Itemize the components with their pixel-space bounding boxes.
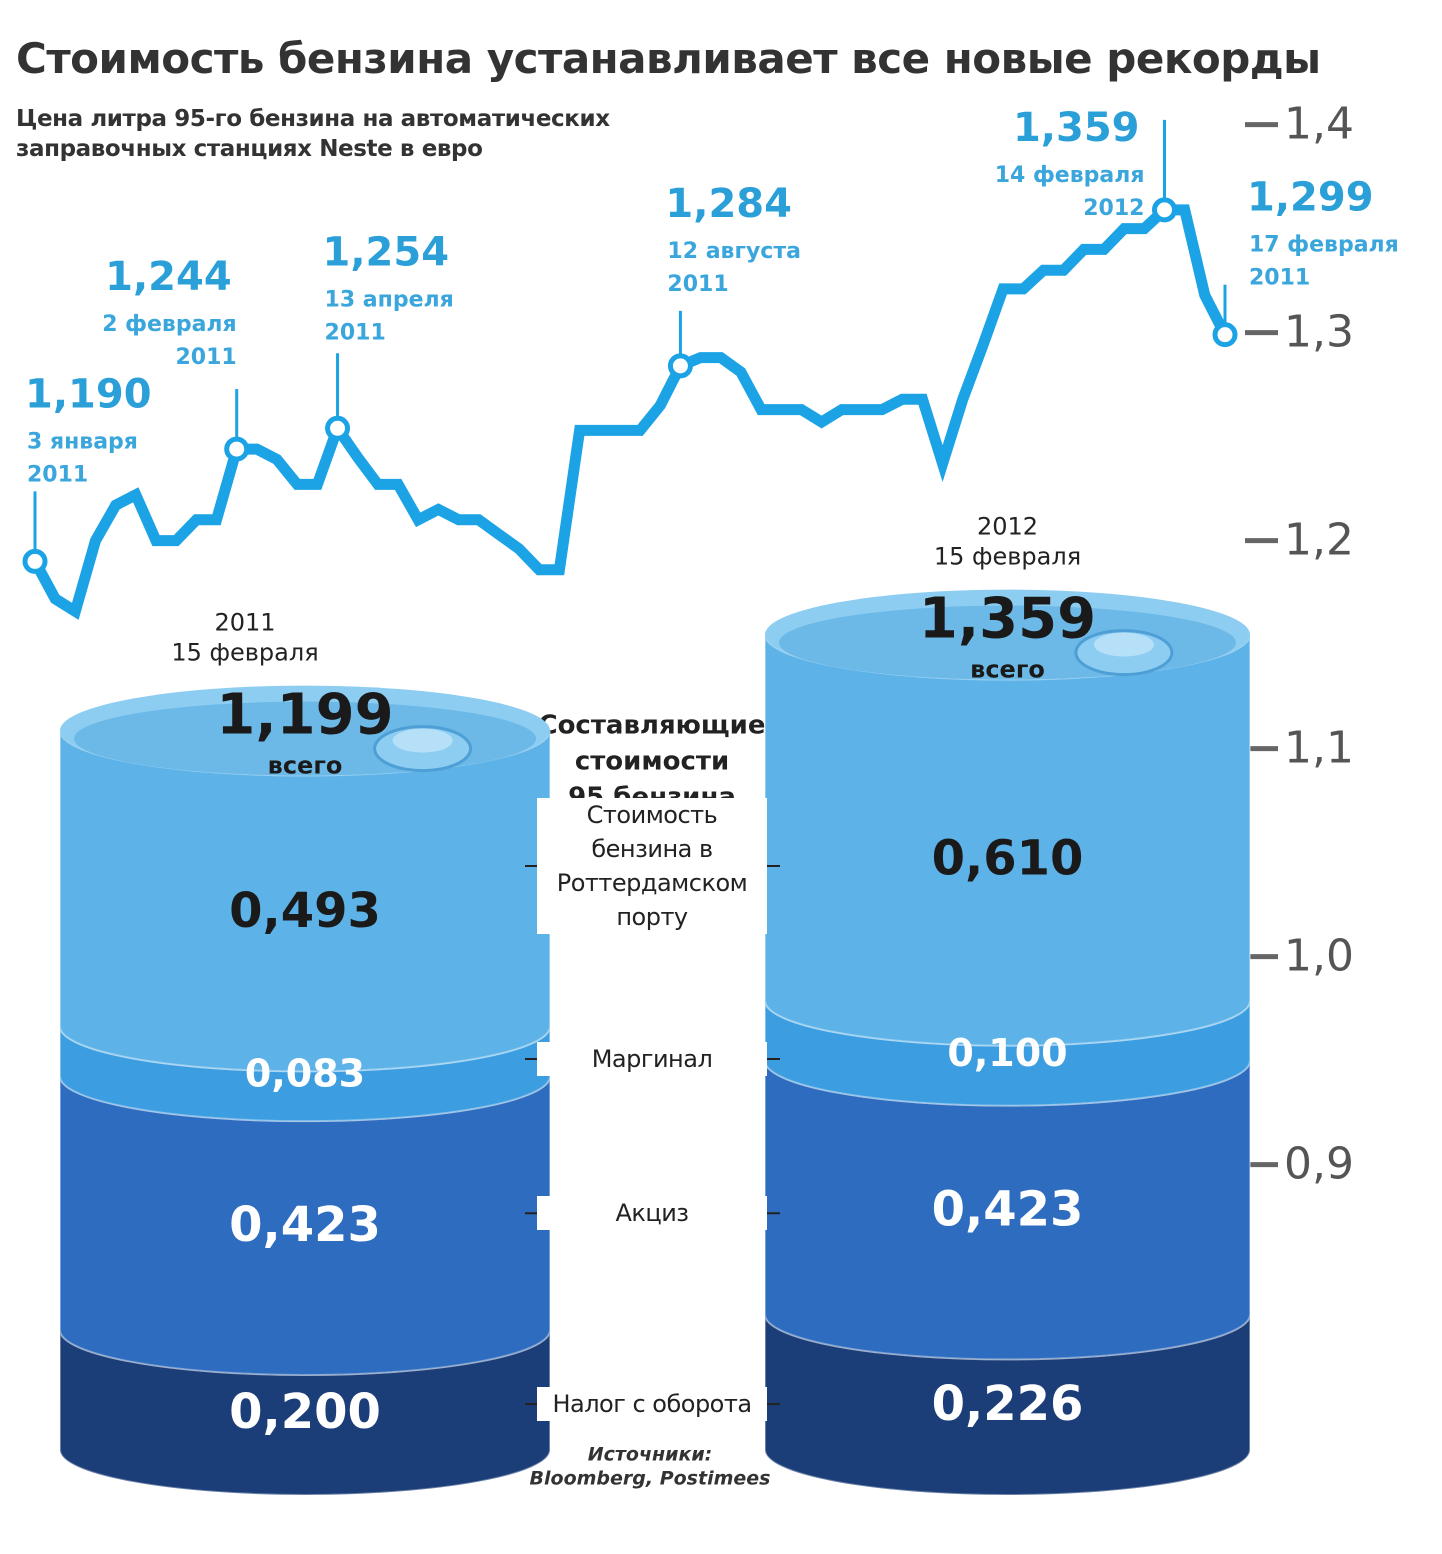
annotation-date: 2011: [667, 272, 728, 297]
category-label: 15 февраля: [171, 639, 318, 667]
annotation-date: 3 января: [27, 429, 138, 454]
total-note: всего: [268, 752, 343, 780]
source: Источники:: [588, 1444, 713, 1466]
annotation-value: 1,284: [665, 181, 792, 227]
segment-label: 0,083: [245, 1052, 365, 1096]
y-tick-label: 0,9: [1284, 1139, 1354, 1190]
chart-subtitle: Цена литра 95-го бензина на автоматическ…: [16, 106, 610, 132]
category-label: 2012: [977, 513, 1038, 541]
annotation-date: 14 февраля: [995, 163, 1145, 188]
annotation-marker: [224, 436, 250, 462]
segment-label: 0,423: [229, 1197, 381, 1253]
annotation-date: 13 апреля: [325, 287, 454, 312]
source: Bloomberg, Postimees: [530, 1468, 771, 1490]
total-label: 1,359: [919, 587, 1096, 652]
annotation-marker: [325, 415, 351, 441]
y-tick-label: 1,0: [1284, 931, 1354, 982]
barrel-bung-cap: [392, 728, 453, 753]
annotation-date: 2011: [325, 320, 386, 345]
annotation-value: 1,190: [25, 371, 152, 417]
annotation-date: 2011: [175, 345, 236, 370]
chart-subtitle: заправочных станциях Neste в евро: [16, 136, 483, 162]
annotation-date: 12 августа: [667, 239, 801, 264]
y-tick-label: 1,1: [1284, 723, 1354, 774]
annotation-date: 2 февраля: [102, 312, 236, 337]
legend-label: Акциз: [537, 1196, 767, 1231]
legend-label: Стоимость бензина в Роттердамском порту: [537, 798, 767, 935]
annotation-value: 1,254: [323, 229, 450, 275]
chart-title: Стоимость бензина устанавливает все новы…: [16, 34, 1321, 83]
barrel-segment: [59, 1076, 551, 1376]
annotation-marker: [1212, 322, 1238, 348]
annotation-date: 2011: [27, 462, 88, 487]
segment-label: 0,423: [932, 1181, 1084, 1237]
barrel-segment: [59, 1026, 551, 1123]
legend-label: Налог с оборота: [537, 1387, 767, 1422]
annotation-value: 1,359: [1013, 105, 1140, 151]
y-tick-label: 1,4: [1284, 99, 1354, 150]
total-note: всего: [970, 656, 1045, 684]
components-heading: стоимости: [575, 747, 729, 777]
barrel-bung-cap: [1093, 632, 1154, 657]
components-heading: Составляющие: [538, 711, 765, 741]
annotation-marker: [22, 548, 48, 574]
annotation-date: 2012: [1083, 196, 1144, 221]
annotation-value: 1,244: [105, 254, 232, 300]
category-label: 15 февраля: [934, 543, 1081, 571]
segment-label: 0,493: [229, 883, 381, 939]
segment-label: 0,226: [932, 1376, 1084, 1432]
segment-label: 0,610: [932, 831, 1084, 887]
annotation-marker: [1151, 197, 1177, 223]
segment-label: 0,100: [947, 1031, 1067, 1075]
y-tick-label: 1,2: [1284, 515, 1354, 566]
legend-label: Маргинал: [537, 1041, 767, 1076]
annotation-marker: [667, 353, 693, 379]
annotation-value: 1,299: [1247, 175, 1374, 221]
annotation-date: 17 февраля: [1249, 233, 1399, 258]
total-label: 1,199: [216, 683, 393, 748]
segment-label: 0,200: [229, 1384, 381, 1440]
annotation-date: 2011: [1249, 266, 1310, 291]
y-tick-label: 1,3: [1284, 307, 1354, 358]
category-label: 2011: [214, 609, 275, 637]
barrel-segment: [59, 1329, 551, 1496]
